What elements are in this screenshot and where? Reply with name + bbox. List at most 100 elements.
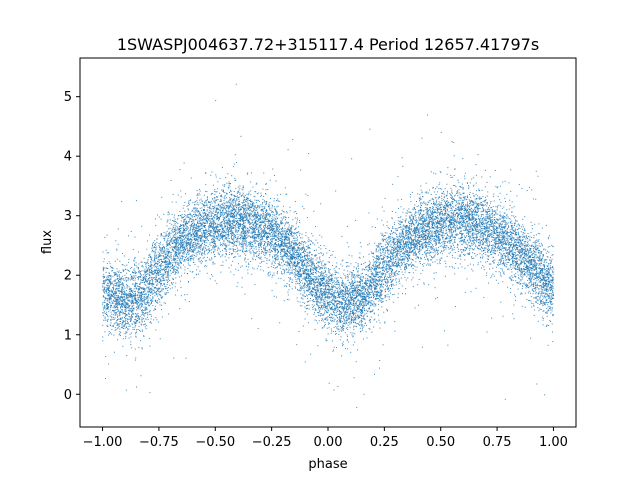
data-point xyxy=(393,232,395,234)
data-point xyxy=(271,226,273,228)
data-point xyxy=(503,236,505,238)
data-point xyxy=(427,212,429,214)
data-point xyxy=(172,231,174,233)
data-point xyxy=(139,292,141,294)
data-point xyxy=(429,252,431,254)
data-point xyxy=(175,253,177,255)
data-point xyxy=(311,233,313,235)
data-point xyxy=(470,225,472,227)
data-point xyxy=(449,242,451,244)
data-point xyxy=(359,296,361,298)
data-point xyxy=(378,244,380,246)
data-point xyxy=(142,294,144,296)
data-point xyxy=(180,239,182,241)
data-point xyxy=(203,240,205,242)
data-point xyxy=(180,226,182,228)
data-point xyxy=(171,246,173,248)
data-point xyxy=(130,295,131,297)
data-point xyxy=(343,318,345,320)
data-point xyxy=(376,255,378,257)
data-point xyxy=(465,217,467,219)
data-point xyxy=(534,269,536,271)
data-point xyxy=(127,329,129,331)
data-point xyxy=(518,227,520,229)
data-point xyxy=(223,191,225,193)
data-point xyxy=(138,306,140,308)
data-point xyxy=(151,267,153,269)
data-point xyxy=(386,257,388,259)
data-point xyxy=(303,241,305,243)
data-point xyxy=(242,211,244,213)
data-point xyxy=(133,320,135,322)
data-point xyxy=(233,202,235,204)
data-point xyxy=(155,225,157,227)
data-point xyxy=(331,286,333,288)
data-point xyxy=(367,286,369,288)
data-point xyxy=(320,272,322,274)
data-point xyxy=(192,208,194,210)
data-point xyxy=(496,264,498,266)
data-point xyxy=(191,246,193,248)
data-point xyxy=(208,231,210,232)
data-point xyxy=(184,299,186,301)
data-point xyxy=(531,261,533,263)
data-point xyxy=(145,278,147,280)
data-point xyxy=(445,219,447,221)
data-point xyxy=(467,216,469,218)
data-point xyxy=(545,304,546,306)
data-point xyxy=(186,247,188,249)
data-point xyxy=(402,228,404,230)
data-point xyxy=(391,236,393,238)
data-point xyxy=(335,277,337,279)
data-point xyxy=(335,315,337,317)
data-point xyxy=(513,275,515,277)
data-point xyxy=(481,232,483,234)
data-point xyxy=(208,233,210,235)
data-point xyxy=(488,209,490,211)
data-point xyxy=(482,253,484,255)
data-point xyxy=(222,214,224,216)
data-point xyxy=(476,247,478,249)
data-point xyxy=(295,276,297,278)
data-point xyxy=(230,252,232,254)
data-point xyxy=(517,288,519,290)
data-point xyxy=(429,209,431,211)
data-point xyxy=(233,209,235,211)
data-point xyxy=(236,232,238,234)
data-point xyxy=(131,302,133,304)
data-point xyxy=(232,235,234,237)
data-point xyxy=(544,288,546,290)
data-point xyxy=(312,280,314,282)
data-point xyxy=(404,256,406,258)
data-point xyxy=(190,241,192,243)
data-point xyxy=(248,224,250,226)
data-point xyxy=(340,296,342,298)
data-point xyxy=(551,270,553,272)
data-point xyxy=(426,256,428,258)
data-point xyxy=(274,251,276,253)
data-point xyxy=(386,276,388,278)
data-point xyxy=(425,254,427,256)
data-point xyxy=(179,242,181,244)
data-point xyxy=(273,248,275,250)
data-point xyxy=(286,286,288,288)
data-point xyxy=(136,304,138,306)
data-point xyxy=(459,232,461,234)
data-point xyxy=(278,230,280,232)
data-point xyxy=(126,302,128,304)
data-point xyxy=(221,224,223,226)
data-point xyxy=(198,192,200,194)
data-point xyxy=(260,228,262,230)
data-point xyxy=(395,270,397,272)
data-point xyxy=(184,231,186,233)
data-point xyxy=(469,214,471,216)
data-point xyxy=(176,247,178,249)
data-point xyxy=(212,261,214,263)
data-point xyxy=(386,221,388,223)
data-point xyxy=(390,277,392,279)
data-point xyxy=(325,274,327,276)
data-point xyxy=(504,228,506,230)
data-point xyxy=(112,296,114,298)
data-point xyxy=(146,270,148,272)
data-point xyxy=(342,287,344,288)
